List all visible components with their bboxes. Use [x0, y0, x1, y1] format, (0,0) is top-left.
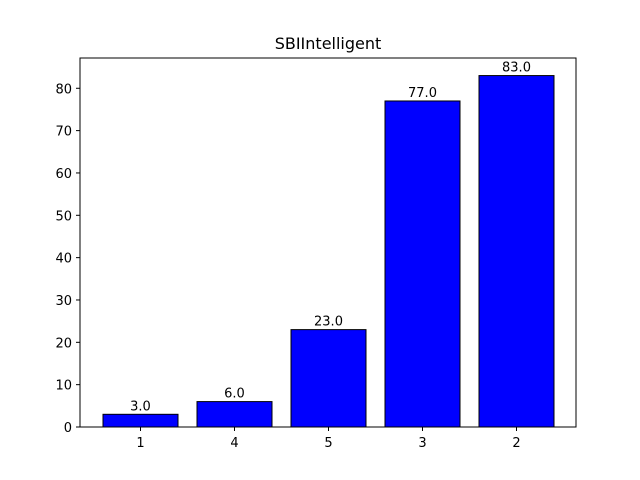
bar-1 — [102, 413, 179, 428]
x-tick-label: 2 — [512, 436, 520, 451]
data-label-5: 23.0 — [314, 315, 343, 330]
y-tick-label: 30 — [55, 294, 72, 309]
x-tick-label: 5 — [324, 436, 332, 451]
y-tick-label: 70 — [55, 125, 72, 140]
data-label-3: 77.0 — [408, 86, 437, 101]
y-tick-label: 60 — [55, 167, 72, 182]
y-tick-label: 20 — [55, 336, 72, 351]
y-tick-label: 0 — [64, 421, 72, 436]
bar-2 — [478, 75, 555, 428]
bar-3 — [384, 100, 461, 428]
data-labels: 3.0 6.0 23.0 77.0 83.0 — [130, 61, 531, 415]
data-label-1: 3.0 — [130, 399, 151, 414]
y-tick-label: 80 — [55, 82, 72, 97]
plot-area-frame — [79, 57, 577, 428]
bar-5 — [290, 329, 367, 428]
y-axis: 0 10 20 30 40 50 60 70 80 — [55, 82, 80, 436]
x-tick-label: 4 — [230, 436, 238, 451]
bar-4 — [196, 401, 273, 428]
y-tick-label: 50 — [55, 209, 72, 224]
x-tick-label: 1 — [136, 436, 144, 451]
chart-title: SBIIntelligent — [275, 34, 382, 53]
x-axis: 1 4 5 3 2 — [136, 427, 521, 451]
x-tick-label: 3 — [418, 436, 426, 451]
data-label-4: 6.0 — [224, 387, 245, 402]
bar-series — [102, 75, 555, 428]
data-label-2: 83.0 — [502, 61, 531, 76]
y-tick-label: 40 — [55, 252, 72, 267]
y-tick-label: 10 — [55, 379, 72, 394]
